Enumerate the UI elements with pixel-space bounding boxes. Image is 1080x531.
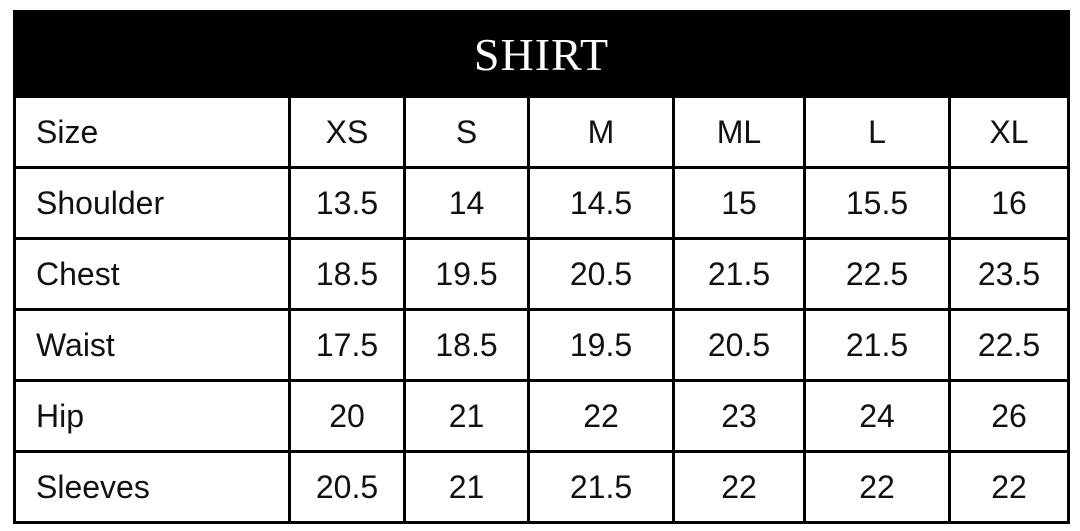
table-cell: 20	[288, 379, 406, 453]
table-cell: 20.5	[672, 308, 806, 382]
table-row-sleeves: Sleeves 20.5 21 21.5 22 22 22	[13, 450, 1070, 524]
chart-title: SHIRT	[13, 10, 1070, 98]
table-cell: 19.5	[527, 308, 675, 382]
table-cell: 14.5	[527, 166, 675, 240]
column-header-s: S	[403, 95, 530, 169]
table-cell: 18.5	[403, 308, 530, 382]
row-label: Chest	[13, 237, 291, 311]
column-header-xs: XS	[288, 95, 406, 169]
table-cell: 16	[948, 166, 1070, 240]
table-cell: 22	[672, 450, 806, 524]
row-label: Hip	[13, 379, 291, 453]
table-cell: 22	[948, 450, 1070, 524]
table-cell: 20.5	[288, 450, 406, 524]
table-cell: 24	[803, 379, 951, 453]
title-bar: SHIRT	[13, 10, 1070, 98]
row-label: Waist	[13, 308, 291, 382]
column-header-m: M	[527, 95, 675, 169]
table-row-waist: Waist 17.5 18.5 19.5 20.5 21.5 22.5	[13, 308, 1070, 382]
table-cell: 21.5	[803, 308, 951, 382]
table-cell: 21	[403, 379, 530, 453]
size-header-row: Size XS S M ML L XL	[13, 95, 1070, 169]
table-row-chest: Chest 18.5 19.5 20.5 21.5 22.5 23.5	[13, 237, 1070, 311]
table-cell: 22	[527, 379, 675, 453]
table-cell: 18.5	[288, 237, 406, 311]
table-cell: 26	[948, 379, 1070, 453]
table-cell: 14	[403, 166, 530, 240]
table-cell: 13.5	[288, 166, 406, 240]
table-row-shoulder: Shoulder 13.5 14 14.5 15 15.5 16	[13, 166, 1070, 240]
table-cell: 15	[672, 166, 806, 240]
table-cell: 20.5	[527, 237, 675, 311]
table-cell: 22.5	[948, 308, 1070, 382]
table-cell: 23	[672, 379, 806, 453]
table-row-hip: Hip 20 21 22 23 24 26	[13, 379, 1070, 453]
column-header-size: Size	[13, 95, 291, 169]
column-header-l: L	[803, 95, 951, 169]
table-cell: 21	[403, 450, 530, 524]
table-cell: 19.5	[403, 237, 530, 311]
row-label: Shoulder	[13, 166, 291, 240]
shirt-size-table: SHIRT Size XS S M ML L XL Shoulder 13.5 …	[13, 10, 1070, 524]
row-label: Sleeves	[13, 450, 291, 524]
table-cell: 23.5	[948, 237, 1070, 311]
column-header-ml: ML	[672, 95, 806, 169]
column-header-xl: XL	[948, 95, 1070, 169]
table-cell: 21.5	[672, 237, 806, 311]
table-cell: 21.5	[527, 450, 675, 524]
table-cell: 22	[803, 450, 951, 524]
table-cell: 22.5	[803, 237, 951, 311]
table-cell: 17.5	[288, 308, 406, 382]
table-cell: 15.5	[803, 166, 951, 240]
